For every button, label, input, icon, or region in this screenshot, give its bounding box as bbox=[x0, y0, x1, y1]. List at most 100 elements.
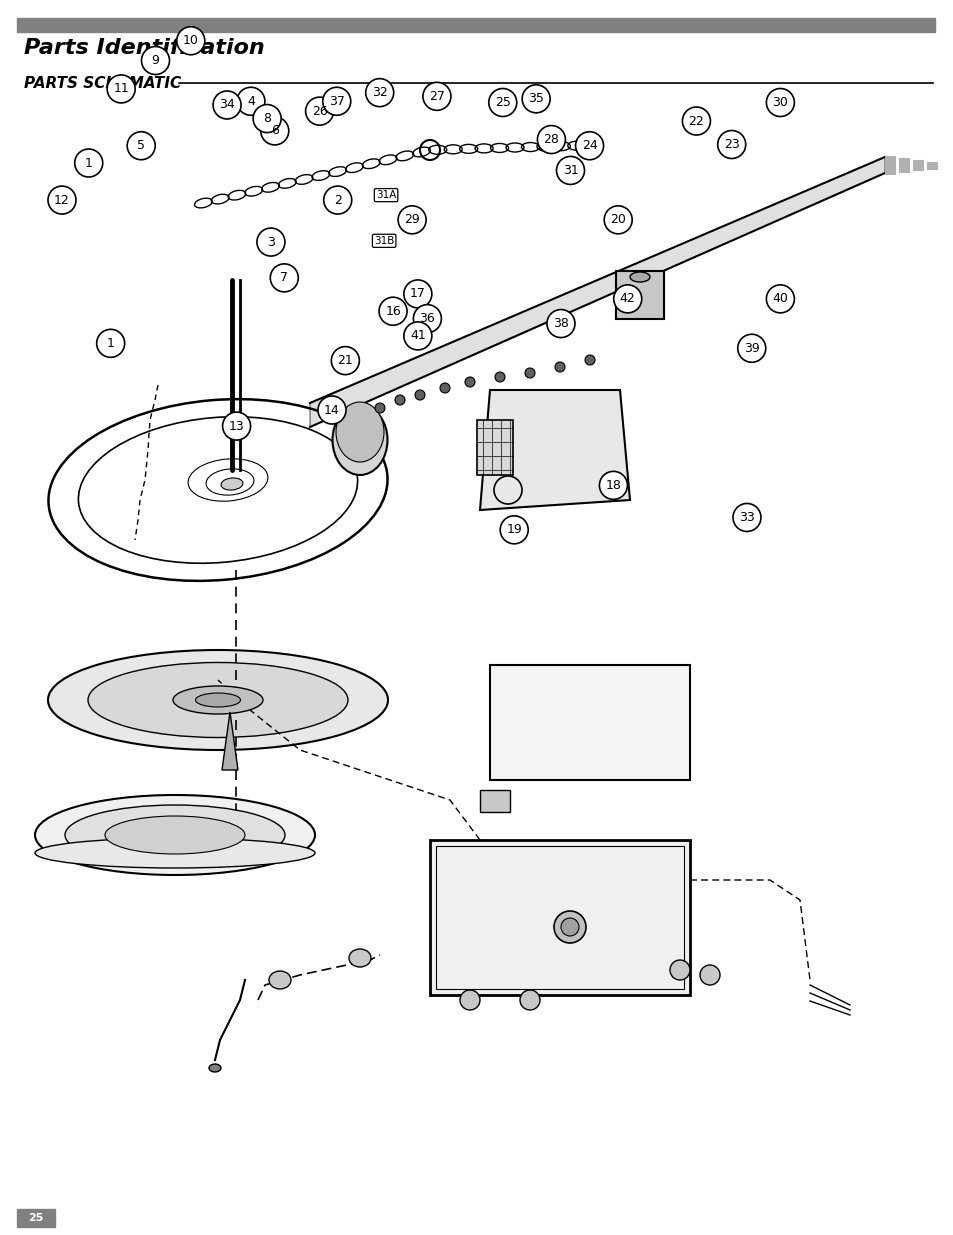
Ellipse shape bbox=[700, 965, 720, 986]
Circle shape bbox=[555, 362, 564, 372]
Circle shape bbox=[584, 354, 595, 366]
Circle shape bbox=[127, 132, 155, 159]
Text: 39: 39 bbox=[743, 342, 759, 354]
Circle shape bbox=[322, 88, 351, 115]
Circle shape bbox=[537, 126, 565, 153]
Text: 40: 40 bbox=[772, 293, 787, 305]
Text: 5: 5 bbox=[137, 140, 145, 152]
Ellipse shape bbox=[554, 911, 585, 944]
Circle shape bbox=[575, 132, 603, 159]
Text: 34: 34 bbox=[219, 99, 234, 111]
Circle shape bbox=[413, 305, 441, 332]
Text: PARTS SCHEMATIC: PARTS SCHEMATIC bbox=[24, 77, 181, 91]
Circle shape bbox=[737, 335, 765, 362]
Ellipse shape bbox=[629, 272, 649, 282]
Circle shape bbox=[613, 285, 641, 312]
Text: 13: 13 bbox=[229, 420, 244, 432]
Circle shape bbox=[378, 298, 407, 325]
Text: 25: 25 bbox=[29, 1213, 44, 1223]
Ellipse shape bbox=[669, 960, 689, 981]
Circle shape bbox=[213, 91, 241, 119]
Text: 31: 31 bbox=[562, 164, 578, 177]
Text: 17: 17 bbox=[410, 288, 425, 300]
Text: 32: 32 bbox=[372, 86, 387, 99]
Text: 6: 6 bbox=[271, 125, 278, 137]
Text: 1: 1 bbox=[107, 337, 114, 350]
Circle shape bbox=[681, 107, 710, 135]
Circle shape bbox=[422, 83, 451, 110]
Circle shape bbox=[717, 131, 745, 158]
FancyBboxPatch shape bbox=[476, 420, 513, 475]
Bar bbox=[898, 158, 908, 172]
Text: 8: 8 bbox=[263, 112, 271, 125]
Ellipse shape bbox=[65, 805, 285, 864]
FancyBboxPatch shape bbox=[479, 790, 510, 811]
Ellipse shape bbox=[35, 795, 314, 876]
Text: 3: 3 bbox=[267, 236, 274, 248]
Circle shape bbox=[765, 285, 794, 312]
Ellipse shape bbox=[459, 990, 479, 1010]
Ellipse shape bbox=[333, 405, 387, 475]
Circle shape bbox=[546, 310, 575, 337]
Circle shape bbox=[499, 516, 528, 543]
Bar bbox=[884, 156, 894, 174]
Circle shape bbox=[415, 390, 424, 400]
Circle shape bbox=[48, 186, 76, 214]
Circle shape bbox=[521, 85, 550, 112]
Ellipse shape bbox=[88, 662, 348, 737]
Text: 35: 35 bbox=[528, 93, 543, 105]
Ellipse shape bbox=[35, 839, 314, 868]
Circle shape bbox=[556, 157, 584, 184]
Text: 4: 4 bbox=[247, 95, 254, 107]
Text: 25: 25 bbox=[495, 96, 510, 109]
Circle shape bbox=[397, 206, 426, 233]
Circle shape bbox=[524, 368, 535, 378]
Text: Parts Identification: Parts Identification bbox=[24, 38, 264, 58]
Circle shape bbox=[256, 228, 285, 256]
Text: 18: 18 bbox=[605, 479, 620, 492]
Ellipse shape bbox=[349, 948, 371, 967]
Circle shape bbox=[732, 504, 760, 531]
Circle shape bbox=[176, 27, 205, 54]
Text: 12: 12 bbox=[54, 194, 70, 206]
Circle shape bbox=[603, 206, 632, 233]
Circle shape bbox=[74, 149, 103, 177]
Text: 7: 7 bbox=[280, 272, 288, 284]
Text: 38: 38 bbox=[553, 317, 568, 330]
Circle shape bbox=[488, 89, 517, 116]
Circle shape bbox=[222, 412, 251, 440]
Text: 30: 30 bbox=[772, 96, 787, 109]
Circle shape bbox=[464, 377, 475, 387]
Text: 20: 20 bbox=[610, 214, 625, 226]
Polygon shape bbox=[222, 713, 237, 769]
Bar bbox=[912, 161, 923, 170]
Circle shape bbox=[323, 186, 352, 214]
Text: 37: 37 bbox=[329, 95, 344, 107]
Ellipse shape bbox=[195, 693, 240, 706]
FancyBboxPatch shape bbox=[430, 840, 689, 995]
Text: 2: 2 bbox=[334, 194, 341, 206]
Circle shape bbox=[598, 472, 627, 499]
Ellipse shape bbox=[105, 816, 245, 853]
Circle shape bbox=[107, 75, 135, 103]
Circle shape bbox=[331, 347, 359, 374]
Text: 31A: 31A bbox=[375, 190, 395, 200]
Ellipse shape bbox=[209, 1065, 221, 1072]
Text: 41: 41 bbox=[410, 330, 425, 342]
Circle shape bbox=[365, 79, 394, 106]
Text: 28: 28 bbox=[543, 133, 558, 146]
Circle shape bbox=[260, 117, 289, 144]
Text: 24: 24 bbox=[581, 140, 597, 152]
Polygon shape bbox=[310, 157, 884, 427]
FancyBboxPatch shape bbox=[490, 664, 689, 781]
Text: 9: 9 bbox=[152, 54, 159, 67]
Text: 11: 11 bbox=[113, 83, 129, 95]
Ellipse shape bbox=[48, 650, 388, 750]
Text: 36: 36 bbox=[419, 312, 435, 325]
Circle shape bbox=[403, 322, 432, 350]
Circle shape bbox=[305, 98, 334, 125]
Circle shape bbox=[253, 105, 281, 132]
Circle shape bbox=[375, 403, 385, 412]
Bar bbox=[926, 162, 936, 169]
Text: 19: 19 bbox=[506, 524, 521, 536]
